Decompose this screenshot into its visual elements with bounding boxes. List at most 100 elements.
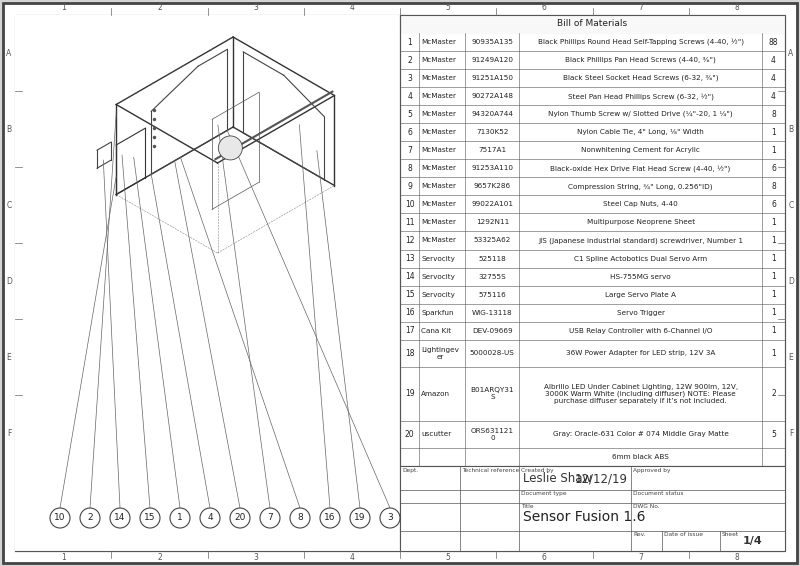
- Text: 3: 3: [387, 513, 393, 522]
- Text: 17: 17: [405, 326, 414, 335]
- Text: 11: 11: [405, 218, 414, 227]
- Text: HS-755MG servo: HS-755MG servo: [610, 273, 671, 280]
- Text: Steel Pan Head Phillips Screw (6-32, ½"): Steel Pan Head Phillips Screw (6-32, ½"): [568, 93, 714, 100]
- Text: 36W Power Adapter for LED strip, 12V 3A: 36W Power Adapter for LED strip, 12V 3A: [566, 350, 715, 356]
- Text: 1: 1: [61, 554, 66, 563]
- Text: 7: 7: [407, 146, 412, 155]
- Text: Sensor Fusion 1.6: Sensor Fusion 1.6: [523, 510, 646, 524]
- Text: McMaster: McMaster: [422, 147, 456, 153]
- Text: 1: 1: [771, 290, 776, 299]
- Bar: [400, 466, 785, 551]
- Text: Black Steel Socket Head Screws (6-32, ⅜"): Black Steel Socket Head Screws (6-32, ⅜"…: [563, 75, 718, 82]
- Circle shape: [230, 508, 250, 528]
- Text: Albrillo LED Under Cabinet Lighting, 12W 900lm, 12V,
3000K Warm White (including: Albrillo LED Under Cabinet Lighting, 12W…: [543, 384, 738, 404]
- Text: 8: 8: [771, 110, 776, 119]
- Text: 7: 7: [267, 513, 273, 522]
- Text: McMaster: McMaster: [422, 39, 456, 45]
- Text: 1292N11: 1292N11: [476, 220, 509, 225]
- Text: Approved by: Approved by: [633, 468, 670, 473]
- Text: Document status: Document status: [633, 491, 683, 496]
- Text: McMaster: McMaster: [422, 57, 456, 63]
- Text: C: C: [6, 200, 12, 209]
- Text: 5000028-US: 5000028-US: [470, 350, 515, 356]
- Text: 1: 1: [771, 146, 776, 155]
- Text: 53325A62: 53325A62: [474, 238, 511, 243]
- Text: A: A: [6, 49, 12, 58]
- Text: B01ARQY31
S: B01ARQY31 S: [470, 387, 514, 400]
- Text: 5: 5: [407, 110, 412, 119]
- Text: McMaster: McMaster: [422, 75, 456, 81]
- Text: 1: 1: [771, 326, 776, 335]
- Circle shape: [200, 508, 220, 528]
- Text: USB Relay Controller with 6-Channel I/O: USB Relay Controller with 6-Channel I/O: [569, 328, 712, 334]
- Text: F: F: [789, 428, 793, 438]
- Text: 8: 8: [734, 2, 739, 11]
- Text: 8: 8: [297, 513, 303, 522]
- Text: C: C: [788, 200, 794, 209]
- Text: D: D: [6, 277, 12, 285]
- Text: Nonwhitening Cement for Acrylic: Nonwhitening Cement for Acrylic: [581, 147, 700, 153]
- Text: 1: 1: [771, 128, 776, 137]
- Circle shape: [380, 508, 400, 528]
- Text: McMaster: McMaster: [422, 183, 456, 190]
- Text: 14: 14: [405, 272, 414, 281]
- Text: 1: 1: [771, 308, 776, 317]
- Text: Technical reference: Technical reference: [462, 468, 519, 473]
- Text: 1: 1: [771, 349, 776, 358]
- Text: 5: 5: [446, 554, 450, 563]
- Text: A: A: [788, 49, 794, 58]
- Text: Dept.: Dept.: [402, 468, 418, 473]
- Text: DWG No.: DWG No.: [633, 504, 660, 509]
- Text: 91251A150: 91251A150: [471, 75, 514, 81]
- Text: McMaster: McMaster: [422, 111, 456, 117]
- Text: 13: 13: [405, 254, 414, 263]
- Text: McMaster: McMaster: [422, 93, 456, 99]
- Text: 19: 19: [405, 389, 414, 398]
- Text: 6mm black ABS: 6mm black ABS: [612, 454, 669, 460]
- Text: 90935A135: 90935A135: [471, 39, 514, 45]
- Text: 20: 20: [405, 430, 414, 439]
- Text: E: E: [6, 353, 11, 362]
- Text: Bill of Materials: Bill of Materials: [558, 19, 627, 28]
- Text: 9: 9: [407, 182, 412, 191]
- Circle shape: [260, 508, 280, 528]
- Text: 4: 4: [350, 554, 354, 563]
- Text: 4: 4: [407, 92, 412, 101]
- Text: 1: 1: [177, 513, 183, 522]
- Text: WIG-13118: WIG-13118: [472, 310, 513, 316]
- Text: B: B: [789, 125, 794, 134]
- Text: 1: 1: [771, 236, 776, 245]
- Text: 9657K286: 9657K286: [474, 183, 511, 190]
- Text: Lightingev
er: Lightingev er: [422, 347, 459, 360]
- Text: Rev.: Rev.: [633, 532, 646, 537]
- Text: 4: 4: [771, 55, 776, 65]
- Circle shape: [218, 136, 242, 160]
- Text: DEV-09669: DEV-09669: [472, 328, 513, 334]
- Text: 525118: 525118: [478, 255, 506, 261]
- Text: 4: 4: [350, 2, 354, 11]
- Text: E: E: [789, 353, 794, 362]
- Text: Servocity: Servocity: [422, 291, 455, 298]
- Text: 2: 2: [157, 2, 162, 11]
- Text: 90272A148: 90272A148: [471, 93, 514, 99]
- Text: 3: 3: [253, 554, 258, 563]
- Text: 7: 7: [638, 2, 643, 11]
- Text: Date of issue: Date of issue: [664, 532, 702, 537]
- Text: 12: 12: [405, 236, 414, 245]
- Text: Amazon: Amazon: [422, 391, 450, 397]
- Text: 2: 2: [771, 389, 776, 398]
- Text: 1: 1: [771, 272, 776, 281]
- Text: 1: 1: [407, 37, 412, 46]
- Text: McMaster: McMaster: [422, 220, 456, 225]
- Circle shape: [110, 508, 130, 528]
- Text: 5: 5: [771, 430, 776, 439]
- Text: Cana Kit: Cana Kit: [422, 328, 451, 334]
- Text: Servocity: Servocity: [422, 273, 455, 280]
- Text: 18: 18: [405, 349, 414, 358]
- Text: 5: 5: [446, 2, 450, 11]
- Circle shape: [80, 508, 100, 528]
- Text: Nylon Cable Tie, 4" Long, ⅛" Width: Nylon Cable Tie, 4" Long, ⅛" Width: [578, 129, 704, 135]
- Text: 1: 1: [771, 218, 776, 227]
- Text: 20: 20: [234, 513, 246, 522]
- Text: 2: 2: [87, 513, 93, 522]
